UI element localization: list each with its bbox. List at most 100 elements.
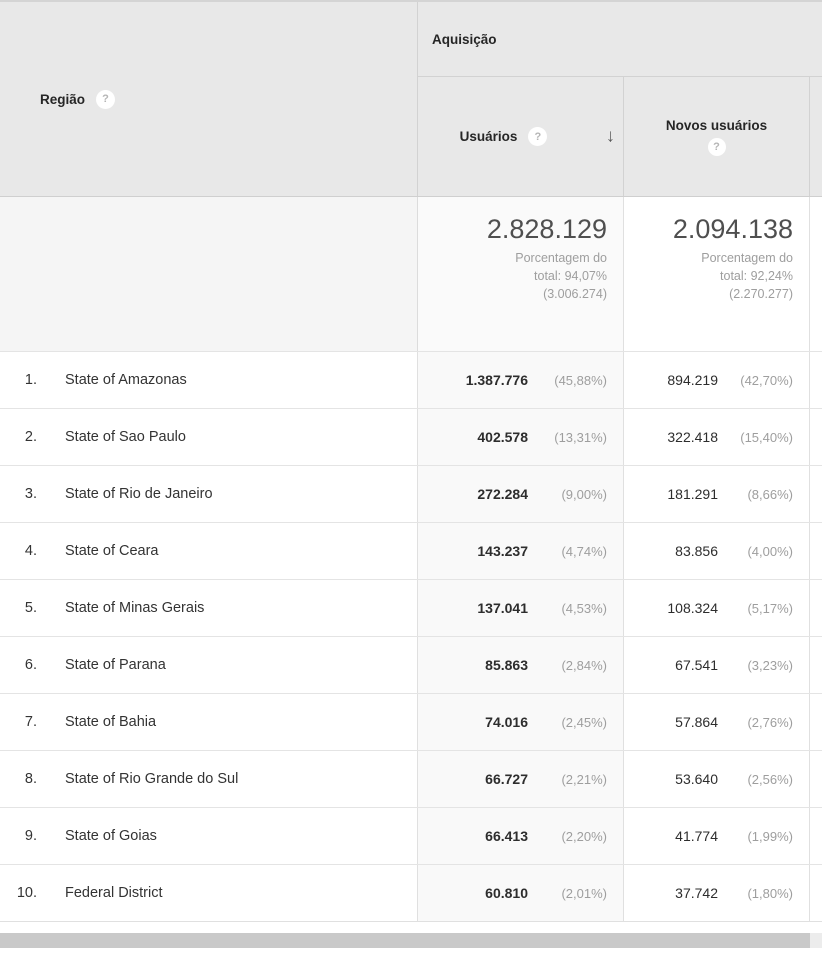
users-cell: 66.727 (2,21%): [418, 751, 623, 807]
new-users-cell: 181.291 (8,66%): [623, 466, 809, 522]
row-rank: 5.: [24, 600, 37, 616]
table-body: 1. State of Amazonas 1.387.776 (45,88%) …: [0, 351, 822, 922]
row-rank: 1.: [24, 372, 37, 388]
users-cell: 402.578 (13,31%): [418, 409, 623, 465]
new-users-value: 67.541: [675, 657, 718, 673]
column-header-users[interactable]: Usuários ? ↓: [418, 77, 623, 196]
users-percent: (2,45%): [561, 714, 607, 730]
region-link[interactable]: Federal District: [65, 885, 163, 901]
totals-new-users-cell: 2.094.138 Porcentagem do total: 92,24% (…: [623, 197, 809, 351]
region-link[interactable]: State of Sao Paulo: [65, 429, 186, 445]
new-users-total-subtext: Porcentagem do total: 92,24% (2.270.277): [701, 251, 793, 301]
next-column-edge: [809, 409, 822, 465]
totals-region-cell: [0, 197, 418, 351]
row-rank: 10.: [16, 885, 37, 901]
region-link[interactable]: State of Rio Grande do Sul: [65, 771, 239, 787]
region-cell: 4. State of Ceara: [0, 523, 418, 579]
users-cell: 272.284 (9,00%): [418, 466, 623, 522]
next-column-edge: [809, 523, 822, 579]
row-rank: 6.: [24, 657, 37, 673]
region-link[interactable]: State of Parana: [65, 657, 166, 673]
new-users-value: 322.418: [667, 429, 718, 445]
table-row: 1. State of Amazonas 1.387.776 (45,88%) …: [0, 351, 822, 408]
column-header-new-users[interactable]: Novos usuários ?: [623, 77, 809, 196]
region-cell: 7. State of Bahia: [0, 694, 418, 750]
new-users-cell: 108.324 (5,17%): [623, 580, 809, 636]
users-value: 85.863: [485, 657, 528, 673]
horizontal-scrollbar-track[interactable]: [0, 933, 822, 948]
users-percent: (45,88%): [554, 372, 607, 388]
new-users-value: 53.640: [675, 771, 718, 787]
new-users-value: 57.864: [675, 714, 718, 730]
new-users-total-value: 2.094.138: [672, 214, 793, 244]
new-users-cell: 37.742 (1,80%): [623, 865, 809, 921]
new-users-percent: (1,99%): [747, 828, 793, 844]
users-percent: (2,20%): [561, 828, 607, 844]
row-rank: 7.: [24, 714, 37, 730]
acquisition-header-group: Aquisição Usuários ? ↓ Novos usuários ?: [418, 2, 822, 196]
row-rank: 9.: [24, 828, 37, 844]
new-users-value: 83.856: [675, 543, 718, 559]
help-icon[interactable]: ?: [96, 89, 116, 109]
table-row: 6. State of Parana 85.863 (2,84%) 67.541…: [0, 636, 822, 693]
users-value: 60.810: [485, 885, 528, 901]
new-users-cell: 67.541 (3,23%): [623, 637, 809, 693]
users-header-label: Usuários: [459, 129, 518, 144]
region-cell: 10. Federal District: [0, 865, 418, 921]
row-rank: 4.: [24, 543, 37, 559]
new-users-cell: 894.219 (42,70%): [623, 352, 809, 408]
totals-users-cell: 2.828.129 Porcentagem do total: 94,07% (…: [418, 197, 623, 351]
table-header: Região ? Aquisição Usuários ? ↓ Novos us…: [0, 0, 822, 197]
region-cell: 6. State of Parana: [0, 637, 418, 693]
table-row: 10. Federal District 60.810 (2,01%) 37.7…: [0, 864, 822, 921]
new-users-cell: 57.864 (2,76%): [623, 694, 809, 750]
next-column-edge: [809, 751, 822, 807]
new-users-percent: (4,00%): [747, 543, 793, 559]
new-users-value: 181.291: [667, 486, 718, 502]
region-link[interactable]: State of Minas Gerais: [65, 600, 205, 616]
region-link[interactable]: State of Goias: [65, 828, 157, 844]
new-users-value: 108.324: [667, 600, 718, 616]
next-column-edge: [809, 637, 822, 693]
next-column-edge: [809, 580, 822, 636]
region-cell: 2. State of Sao Paulo: [0, 409, 418, 465]
next-column-edge: [809, 865, 822, 921]
new-users-percent: (2,56%): [747, 771, 793, 787]
users-value: 66.727: [485, 771, 528, 787]
help-icon[interactable]: ?: [528, 127, 548, 146]
table-row: 4. State of Ceara 143.237 (4,74%) 83.856…: [0, 522, 822, 579]
region-cell: 5. State of Minas Gerais: [0, 580, 418, 636]
users-cell: 74.016 (2,45%): [418, 694, 623, 750]
users-cell: 143.237 (4,74%): [418, 523, 623, 579]
users-value: 143.237: [477, 543, 528, 559]
help-icon[interactable]: ?: [707, 137, 726, 156]
users-total-value: 2.828.129: [486, 214, 607, 244]
new-users-cell: 322.418 (15,40%): [623, 409, 809, 465]
users-percent: (2,84%): [561, 657, 607, 673]
next-column-edge: [809, 694, 822, 750]
table-row: 8. State of Rio Grande do Sul 66.727 (2,…: [0, 750, 822, 807]
new-users-header-label: Novos usuários: [665, 117, 768, 133]
new-users-percent: (2,76%): [747, 714, 793, 730]
region-cell: 8. State of Rio Grande do Sul: [0, 751, 418, 807]
region-link[interactable]: State of Ceara: [65, 543, 159, 559]
region-cell: 3. State of Rio de Janeiro: [0, 466, 418, 522]
column-group-header-acquisition: Aquisição: [418, 2, 822, 77]
table-row: 9. State of Goias 66.413 (2,20%) 41.774 …: [0, 807, 822, 864]
new-users-percent: (3,23%): [747, 657, 793, 673]
region-link[interactable]: State of Bahia: [65, 714, 157, 730]
horizontal-scrollbar-thumb[interactable]: [0, 933, 810, 948]
row-rank: 8.: [24, 771, 37, 787]
users-value: 402.578: [477, 429, 528, 445]
users-total-subtext: Porcentagem do total: 94,07% (3.006.274): [515, 251, 607, 301]
new-users-value: 37.742: [675, 885, 718, 901]
users-cell: 66.413 (2,20%): [418, 808, 623, 864]
users-percent: (4,53%): [561, 600, 607, 616]
region-cell: 9. State of Goias: [0, 808, 418, 864]
new-users-value: 41.774: [675, 828, 718, 844]
region-link[interactable]: State of Rio de Janeiro: [65, 486, 213, 502]
next-column-edge: [809, 77, 822, 196]
users-cell: 85.863 (2,84%): [418, 637, 623, 693]
region-link[interactable]: State of Amazonas: [65, 372, 187, 388]
sort-descending-icon[interactable]: ↓: [606, 125, 615, 146]
